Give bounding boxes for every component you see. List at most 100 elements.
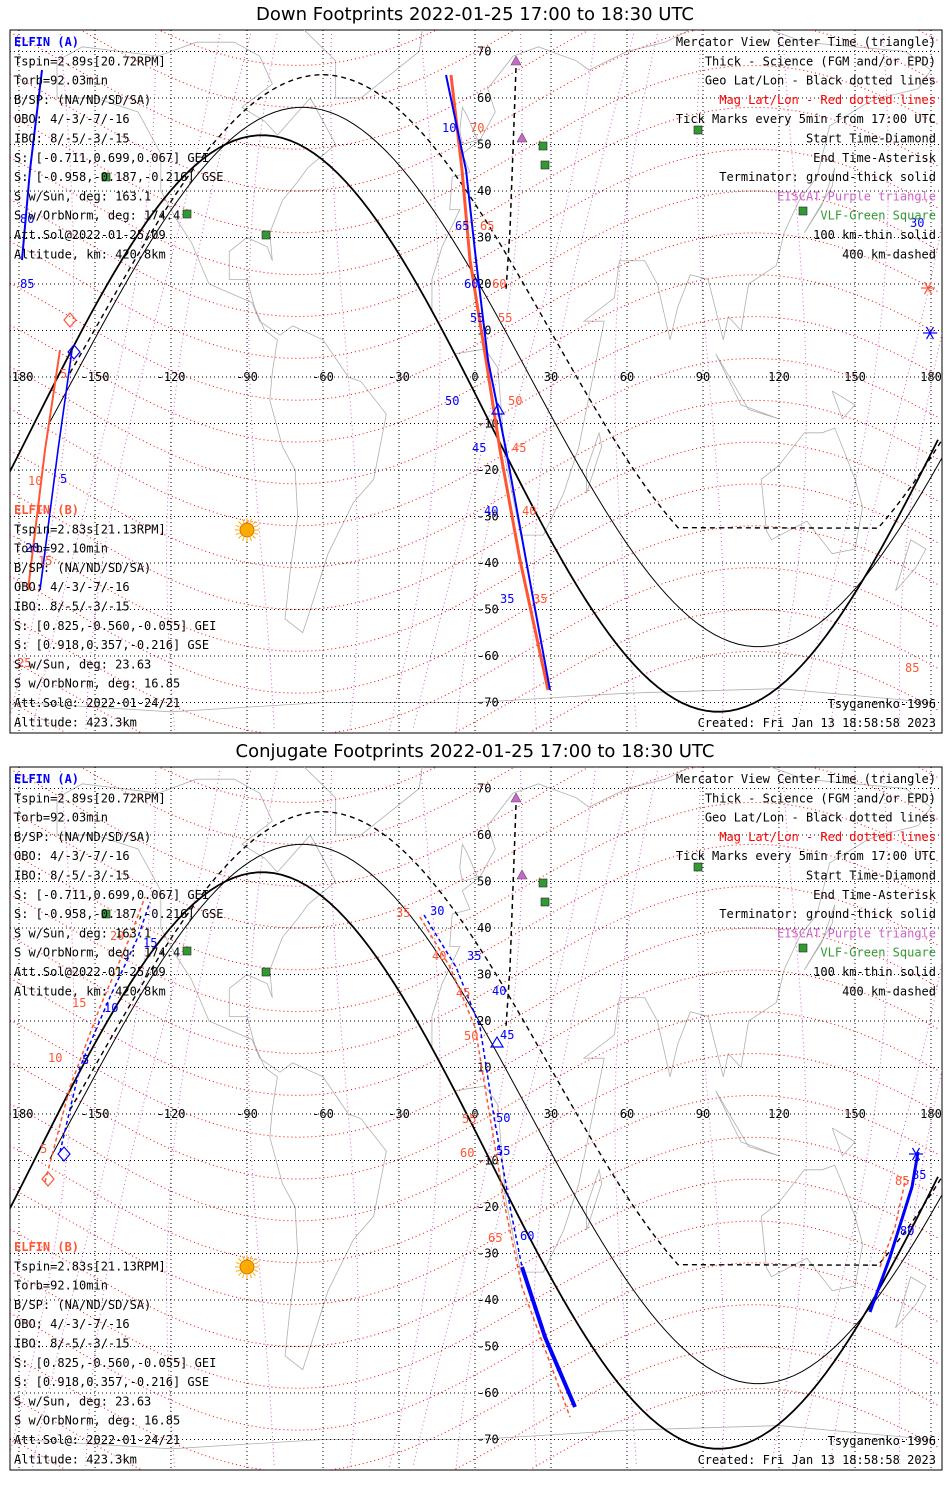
model-label: Tsyganenko-1996 [828,697,936,711]
mag-lat-line [10,1053,939,1222]
mag-lat-line [10,1178,939,1348]
legend-entry: Thick - Science (FGM and/or EPD) [705,54,936,68]
legend-entry: Mag Lat/Lon - Red dotted lines [719,830,936,844]
track-tick-label: 60 [520,1229,534,1243]
coastline [56,778,387,1371]
lon-tick-label: 0 [471,1107,478,1121]
mag-lat-line [10,1136,939,1306]
elfin-b-info: S: [0.918,0.357,-0.216] GSE [14,1375,209,1389]
elfin-b-label: ELFIN (B) [14,1240,79,1254]
dashed-track [505,804,517,1028]
dashed-track [505,67,517,291]
elfin-b-info: Tspin=2.83s[21.13RPM] [14,522,166,536]
elfin-b-info: Att.Sol@: 2022-01-24/21 [14,696,180,710]
elfin-a-info: S: [-0.958,-0.187,-0.216] GSE [14,907,224,921]
lon-tick-label: 150 [844,370,866,384]
elfin-b-info: Torb=92.10min [14,1279,108,1293]
elfin-b-track-west [27,349,61,591]
mag-lon-line [31,767,157,1468]
track-tick-label: 20 [25,541,39,555]
lon-tick-label: 90 [696,370,710,384]
track-tick-label: 60 [492,277,506,291]
lon-tick-label: 150 [844,1107,866,1121]
triangle-icon [510,55,522,66]
lat-tick-label: -20 [477,1200,499,1214]
lon-tick-label: -30 [388,370,410,384]
mag-lon-line [696,767,725,1468]
lon-tick-label: 60 [620,370,634,384]
lat-tick-label: -10 [477,1154,499,1168]
triangle-icon [510,792,522,803]
mag-lat-line [79,30,516,108]
elfin-a-info: Torb=92.03min [14,74,108,88]
elfin-a-info: B/SP: (NA/ND/SD/SA) [14,93,151,107]
mag-lon-line [696,30,725,731]
coastline [760,1164,864,1292]
square-icon [693,125,703,135]
legend-entry: 400 km-dashed [842,984,936,998]
elfin-b-info: Torb=92.10min [14,542,108,556]
elfin-b-info: IBO: 8/-5/-3/-15 [14,1337,130,1351]
map-content: 70605040302010-10-20-30-40-50-60-70-180-… [0,19,942,733]
lat-tick-label: -50 [477,1340,499,1354]
track-tick-label: 25 [17,656,31,670]
elfin-b-track-west [44,896,146,1183]
legend-entry: Start Time-Diamond [806,132,936,146]
elfin-a-info: OBO: 4/-3/-7/-16 [14,849,130,863]
elfin-a-info: S w/OrbNorm, deg: 174.4 [14,209,180,223]
legend-entry: End Time-Asterisk [813,888,937,902]
map-frame [9,29,943,734]
square-icon [101,172,111,182]
coastline [831,1127,856,1157]
mag-lat-line [10,767,939,887]
elfin-b-info: S: [0.918,0.357,-0.216] GSE [14,638,209,652]
mag-lat-line [10,1262,939,1431]
lat-tick-label: 70 [477,782,491,796]
square-icon [538,878,548,888]
lat-tick-label: -50 [477,603,499,617]
track-tick-label: 10 [48,1051,62,1065]
lat-tick-label: -10 [477,417,499,431]
track-tick-label: 85 [912,1168,926,1182]
track-tick-label: 15 [143,936,157,950]
mag-lon-line [770,767,807,1468]
track-tick-label: 10 [442,121,456,135]
square-icon [182,209,192,219]
model-label: Tsyganenko-1996 [828,1434,936,1448]
coastline [715,1090,780,1157]
elfin-a-info: B/SP: (NA/ND/SD/SA) [14,830,151,844]
lon-tick-label: 180 [920,1107,942,1121]
mag-lat-line [10,885,939,1055]
coastline [760,427,864,555]
coastline [803,904,836,971]
lat-tick-label: 40 [477,184,491,198]
track-tick-label: 85 [895,1174,909,1188]
track-tick-label: 65 [455,219,469,233]
terminator-400km [69,74,942,529]
terminator-ground [10,134,939,713]
legend-entry: EISCAT-Purple triangle [777,189,936,203]
legend-entry: VLF-Green Square [820,946,936,960]
legend-entry: Geo Lat/Lon - Black dotted lines [705,811,936,825]
legend-entry: 400 km-dashed [842,247,936,261]
lon-tick-label: 90 [696,1107,710,1121]
mag-lon-line [532,767,635,1468]
mag-lat-line [10,441,939,611]
track-tick-label: 5 [40,1142,47,1156]
track-tick-label: 50 [445,394,459,408]
track-tick-label: 20 [110,929,124,943]
mag-lon-line [31,30,157,731]
mag-lat-line [10,190,939,359]
elfin-a-track-west [21,69,43,261]
lat-tick-label: -30 [477,1247,499,1261]
track-tick-label: 60 [464,277,478,291]
track-tick-label: 15 [0,19,14,33]
elfin-b-info: Tspin=2.83s[21.13RPM] [14,1259,166,1273]
track-tick-label: 55 [498,311,512,325]
mag-lat-line [10,358,939,527]
lon-tick-label: 0 [471,370,478,384]
elfin-a-info: S: [-0.958,-0.187,-0.216] GSE [14,170,224,184]
mag-lon-line [412,30,523,731]
coastline [303,30,423,99]
mag-lat-line [10,767,939,929]
